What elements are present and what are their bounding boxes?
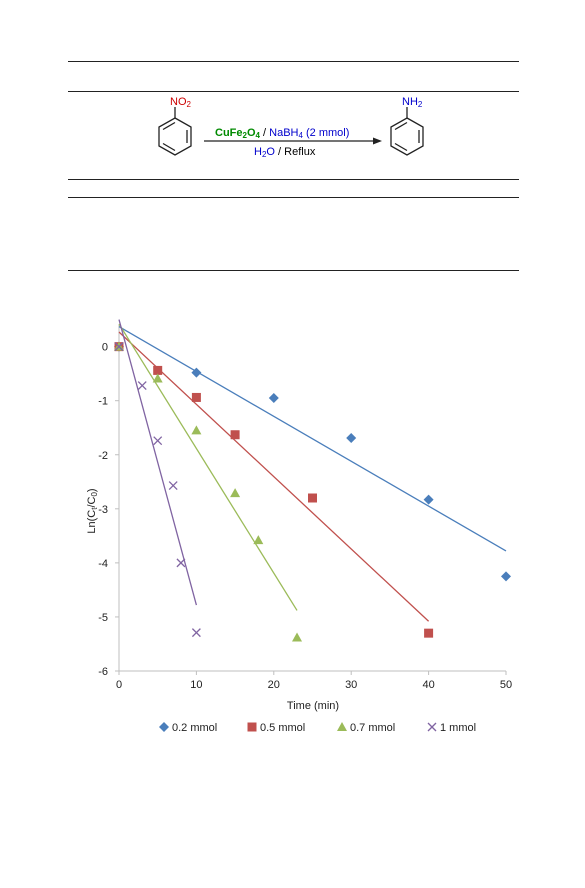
data-point-series-3 (137, 381, 147, 391)
data-point-series-1 (230, 430, 240, 440)
data-point-series-3-stroke (176, 558, 186, 568)
data-point-series-0 (191, 367, 202, 378)
legend-marker-series-3 (427, 722, 437, 732)
x-tick-label: 20 (268, 679, 280, 691)
x-tick-label: 40 (422, 679, 434, 691)
amine-label-text: NH (402, 96, 418, 108)
nitro-label-text: NO (170, 96, 187, 108)
data-point-series-0 (268, 392, 279, 403)
data-point-series-1 (424, 628, 434, 638)
data-point-series-3-stroke (191, 628, 201, 638)
fit-lines (118, 319, 507, 622)
amine-label-subscript: 2 (417, 100, 423, 109)
data-point-series-2 (253, 535, 264, 545)
solvent-label: H2O (254, 146, 275, 159)
data-point-series-3-stroke (137, 381, 147, 391)
nitro-group-label: NO2 (170, 96, 191, 111)
data-point-series-2 (292, 632, 303, 642)
y-tick-label: -1 (98, 396, 108, 408)
data-point-series-0 (501, 571, 511, 582)
y-axis-label: Ln(Ct/C0) (86, 488, 99, 533)
catalyst-label: CuFe2O4 (215, 127, 260, 140)
data-point-series-3-stroke (168, 481, 178, 491)
table-rule-top (68, 61, 519, 62)
table-rule-scheme-bottom (68, 179, 519, 180)
data-point-series-0 (423, 494, 434, 505)
data-point-series-1 (153, 365, 163, 375)
reagent-separator: / (259, 127, 270, 139)
reaction-arrow (204, 137, 382, 145)
data-point-series-3 (176, 558, 186, 568)
aniline-structure (390, 107, 424, 156)
data-point-series-1 (308, 493, 317, 503)
data-point-series-3 (191, 628, 201, 638)
legend-label-series-0: 0.2 mmol (172, 722, 217, 734)
amine-group-label: NH2 (402, 96, 422, 111)
data-point-series-2 (230, 488, 241, 498)
data-point-series-2 (152, 373, 163, 383)
legend-marker-series-3-stroke (427, 722, 437, 732)
table-rule-header (68, 91, 519, 92)
fit-line-series-3 (118, 319, 198, 606)
x-axis-label: Time (min) (287, 700, 339, 712)
condition-label: / Reflux (274, 146, 316, 158)
x-tick-label: 0 (116, 679, 122, 691)
table-rule-bottom (68, 270, 519, 271)
fit-line-series-2 (118, 323, 298, 611)
legend-marker-series-0 (159, 722, 169, 732)
y-tick-label: 0 (102, 342, 108, 354)
x-tick-label: 30 (345, 679, 357, 691)
legend-label-series-2: 0.7 mmol (350, 722, 395, 734)
legend-marker-series-2 (337, 722, 347, 731)
legend-label-series-1: 0.5 mmol (260, 722, 305, 734)
fit-line-series-0 (118, 326, 507, 552)
x-tick-label: 10 (190, 679, 202, 691)
y-tick-label: -3 (98, 504, 108, 516)
nitro-label-subscript: 2 (186, 100, 191, 109)
data-point-series-3 (153, 436, 163, 446)
reagent-conditions-top: CuFe2O4 / NaBH4 (2 mmol) (215, 127, 349, 142)
y-tick-label: -4 (98, 558, 108, 570)
data-point-series-0 (346, 432, 357, 443)
nitrobenzene-structure (158, 107, 192, 156)
data-point-series-1 (191, 392, 201, 402)
data-point-series-3-stroke (153, 436, 163, 446)
chart-legend: 0.2 mmol 0.5 mmol 0.7 mmol 1 mmol (159, 722, 476, 734)
x-tick-label: 50 (500, 679, 512, 691)
data-point-series-3 (114, 342, 124, 352)
reductant-label: NaBH4 (2 mmol) (269, 127, 350, 140)
data-points (114, 341, 511, 642)
data-point-series-3-stroke (114, 342, 124, 352)
legend-marker-series-1 (247, 722, 257, 732)
y-tick-label: -6 (98, 666, 108, 678)
data-point-series-2 (191, 425, 202, 435)
table-rule-row (68, 197, 519, 198)
reaction-scheme (158, 107, 424, 156)
y-tick-label: -5 (98, 612, 108, 624)
chart-axes: 0 10 20 30 40 50 0 -1 -2 -3 -4 -5 -6 (98, 325, 512, 691)
reagent-conditions-bottom: H2O / Reflux (254, 146, 315, 161)
fit-line-series-1 (118, 331, 430, 622)
data-point-series-3 (168, 481, 178, 491)
y-tick-label: -2 (98, 450, 108, 462)
legend-label-series-3: 1 mmol (440, 722, 476, 734)
